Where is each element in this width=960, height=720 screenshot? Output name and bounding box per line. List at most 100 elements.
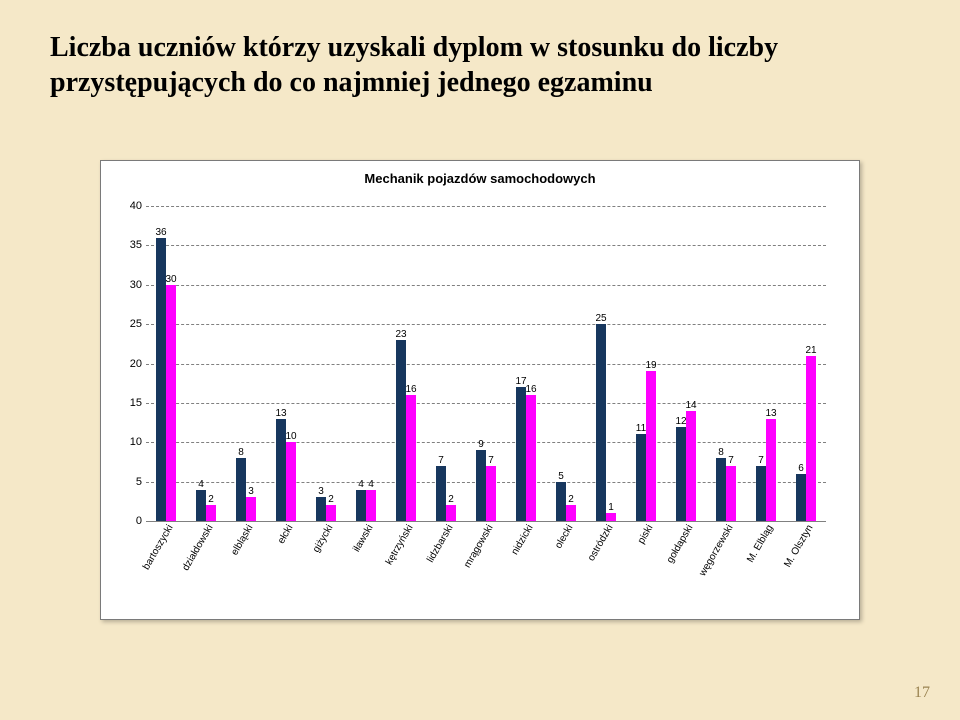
y-tick-label: 40 [130, 200, 142, 212]
bar-group: 36 30 [156, 206, 176, 521]
bar: 7 [436, 466, 446, 521]
bar-value-label: 13 [765, 408, 776, 419]
bar-value-label: 12 [675, 416, 686, 427]
bar: 7 [756, 466, 766, 521]
bar: 12 [676, 427, 686, 522]
bar-group: 83 [236, 206, 256, 521]
x-tick-label: kętrzyński [384, 523, 416, 567]
bar: 2 [326, 505, 336, 521]
x-tick-label: M. Olsztyn [782, 523, 815, 569]
bar: 30 [166, 285, 176, 521]
x-tick-label: bartoszycki [141, 523, 176, 572]
bar-value-label: 3 [248, 486, 254, 497]
bar-group: 44 [356, 206, 376, 521]
bar: 10 [286, 442, 296, 521]
bar: 2 [206, 505, 216, 521]
bar: 25 [596, 324, 606, 521]
x-tick-label: działdowski [180, 523, 215, 573]
bar: 9 [476, 450, 486, 521]
bar-group: 87 [716, 206, 736, 521]
bar-value-label: 10 [285, 431, 296, 442]
bar-value-label: 2 [328, 494, 334, 505]
slide: Liczba uczniów którzy uzyskali dyplom w … [0, 0, 960, 720]
x-tick-label: olecki [553, 523, 575, 551]
bar-group: 42 [196, 206, 216, 521]
bar-value-label: 11 [636, 423, 646, 434]
y-tick-label: 15 [130, 397, 142, 409]
bar-value-label: 23 [395, 329, 406, 340]
x-tick-label: elbląski [229, 523, 255, 557]
bar-value-label: 14 [685, 400, 696, 411]
bar-group: 72 [436, 206, 456, 521]
bar-value-label: 8 [718, 447, 724, 458]
bar-group: 52 [556, 206, 576, 521]
bar: 3 [246, 497, 256, 521]
bar: 4 [356, 490, 366, 522]
bar-value-label: 4 [198, 479, 204, 490]
bar: 5 [556, 482, 566, 521]
bar-value-label: 2 [448, 494, 454, 505]
bar: 1 [606, 513, 616, 521]
bar-value-label: 7 [758, 455, 764, 466]
bar: 14 [686, 411, 696, 521]
x-tick-label: piski [636, 523, 656, 546]
slide-title: Liczba uczniów którzy uzyskali dyplom w … [50, 30, 910, 100]
bar-group: 32 [316, 206, 336, 521]
bar: 13 [766, 419, 776, 521]
bar: 7 [726, 466, 736, 521]
x-tick-label: iławski [351, 523, 375, 554]
chart-title: Mechanik pojazdów samochodowych [101, 171, 859, 186]
y-tick-label: 5 [136, 476, 142, 488]
bar: 6 [796, 474, 806, 521]
bar: 16 [406, 395, 416, 521]
page-number: 17 [914, 684, 930, 702]
bar-value-label: 21 [805, 345, 816, 356]
bar-group: 1119 [636, 206, 656, 521]
bar-group: 1214 [676, 206, 696, 521]
x-tick-label: ostródzki [586, 523, 616, 563]
bar-value-label: 30 [165, 274, 176, 285]
bar-value-label: 36 [155, 227, 166, 238]
bar: 4 [196, 490, 206, 522]
bar: 17 [516, 387, 526, 521]
bar-value-label: 4 [368, 479, 374, 490]
x-tick-label: ełcki [276, 523, 296, 546]
bar-group: 13 10 [276, 206, 296, 521]
bar: 2 [446, 505, 456, 521]
bar-group: 6 21 [796, 206, 816, 521]
bar: 16 [526, 395, 536, 521]
bar-value-label: 19 [645, 360, 656, 371]
bar-value-label: 7 [488, 455, 494, 466]
bar: 3 [316, 497, 326, 521]
bar-value-label: 1 [608, 502, 614, 513]
bar: 23 [396, 340, 406, 521]
bar-group: 251 [596, 206, 616, 521]
bar-value-label: 7 [438, 455, 444, 466]
y-tick-label: 0 [136, 515, 142, 527]
bar: 7 [486, 466, 496, 521]
x-tick-label: M. Elbląg [745, 523, 775, 565]
bar: 8 [236, 458, 246, 521]
bar-value-label: 2 [208, 494, 214, 505]
bar: 8 [716, 458, 726, 521]
bar-chart: 0510152025303540363042831310324423167297… [146, 206, 826, 522]
bar: 19 [646, 371, 656, 521]
bar-group: 97 [476, 206, 496, 521]
bar-value-label: 13 [275, 408, 286, 419]
x-tick-label: węgorzewski [697, 523, 735, 578]
y-tick-label: 25 [130, 318, 142, 330]
bar-value-label: 6 [798, 463, 804, 474]
bar: 11 [636, 434, 646, 521]
bar-value-label: 9 [478, 439, 484, 450]
y-tick-label: 10 [130, 436, 142, 448]
x-tick-label: giżycki [311, 523, 336, 554]
x-axis-labels: bartoszyckidziałdowskielbląskiełckigiżyc… [146, 523, 826, 613]
bar-value-label: 7 [728, 455, 734, 466]
x-tick-label: lidzbarski [425, 523, 455, 565]
y-tick-label: 35 [130, 239, 142, 251]
bar-value-label: 5 [558, 471, 564, 482]
bar-value-label: 16 [525, 384, 536, 395]
x-tick-label: mrągowski [462, 523, 495, 570]
bar-value-label: 4 [358, 479, 364, 490]
bar-group: 2316 [396, 206, 416, 521]
